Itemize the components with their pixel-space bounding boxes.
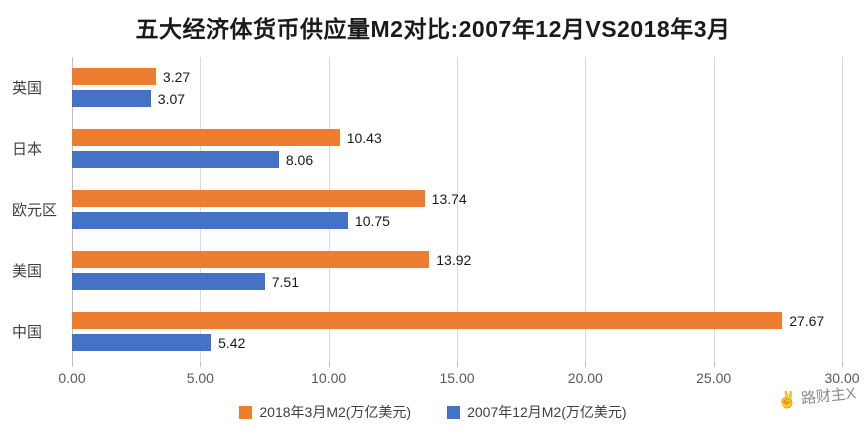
x-axis-tick [842, 362, 843, 367]
bar-line: 7.51 [72, 273, 842, 290]
bar [72, 190, 425, 207]
x-axis-tick-label: 5.00 [186, 370, 214, 386]
bar-line: 5.42 [72, 334, 842, 351]
gridlines [72, 57, 843, 367]
x-axis-tick-label: 10.00 [311, 370, 347, 386]
data-label: 10.43 [346, 129, 382, 146]
bar [72, 273, 265, 290]
data-label: 10.75 [354, 212, 390, 229]
bar [72, 334, 212, 351]
x-axis-tick-label: 25.00 [696, 370, 732, 386]
data-label: 13.92 [436, 251, 472, 268]
x-axis-tick [585, 362, 587, 367]
x-axis-tick [713, 362, 715, 367]
bar-group: 27.67 5.42 [72, 301, 842, 362]
gridline [585, 57, 587, 362]
bar-line: 13.74 [72, 190, 842, 207]
x-axis-tick-label: 15.00 [439, 370, 475, 386]
chart-title: 五大经济体货币供应量M2对比:2007年12月VS2018年3月 [135, 16, 731, 42]
bar-line: 3.27 [72, 68, 842, 85]
gridline [200, 57, 202, 362]
bar [72, 68, 156, 85]
bar-line: 13.92 [72, 251, 842, 268]
bar [72, 90, 151, 107]
data-label: 3.07 [157, 90, 186, 107]
x-axis-tick-label: 30.00 [824, 370, 860, 386]
gridline [457, 57, 458, 362]
bar-rows: 3.27 3.07 10.43 8.06 13.74 10.75 13.92 7.51 27.6… [72, 57, 842, 362]
x-axis-tick-label: 0.00 [58, 370, 86, 386]
bar-group: 3.27 3.07 [72, 57, 842, 118]
category-label: 中国 [12, 324, 43, 341]
bar-group: 13.92 7.51 [72, 240, 842, 301]
victory-hand-icon: ✌ [776, 390, 799, 410]
data-label: 13.74 [431, 190, 467, 207]
data-label: 3.27 [162, 68, 191, 85]
bar-group: 13.74 10.75 [72, 179, 842, 240]
category-label: 欧元区 [12, 202, 58, 219]
legend-label: 2018年3月M2(万亿美元) [259, 404, 412, 420]
y-axis-category-labels: 英国日本欧元区美国中国 [12, 57, 68, 362]
legend-swatch [447, 405, 461, 419]
bar [72, 312, 783, 329]
category-label: 美国 [12, 263, 43, 280]
x-axis: 0.00 5.00 10.00 15.00 20.00 25.00 30.00 [58, 370, 859, 388]
y-axis-line [72, 57, 73, 362]
data-label: 27.67 [789, 312, 825, 329]
data-label: 7.51 [271, 273, 299, 290]
bar-line: 10.43 [72, 129, 842, 146]
legend-item: 2018年3月M2(万亿美元) [239, 402, 411, 422]
data-label: 8.06 [285, 151, 314, 168]
category-label: 日本 [12, 141, 43, 158]
x-axis-tick [328, 362, 330, 367]
bar-line: 27.67 [72, 312, 842, 329]
legend: 2018年3月M2(万亿美元) 2007年12月M2(万亿美元) [0, 402, 866, 422]
category-label: 英国 [12, 80, 43, 97]
gridline [328, 57, 330, 362]
legend-swatch [239, 405, 253, 419]
x-axis-tick-label: 20.00 [567, 370, 603, 386]
gridline [842, 57, 843, 362]
data-label: 5.42 [218, 334, 246, 351]
x-axis-tick [200, 362, 202, 367]
bar [72, 251, 430, 268]
bar [72, 151, 279, 168]
plot-area: 3.27 3.07 10.43 8.06 13.74 10.75 13.92 7.51 27.6… [72, 57, 843, 367]
bar [72, 129, 340, 146]
x-axis-tick [457, 362, 458, 367]
bar-group: 10.43 8.06 [72, 118, 842, 179]
gridline [713, 57, 715, 362]
bar [72, 212, 348, 229]
bar-line: 8.06 [72, 151, 842, 168]
bar-line: 10.75 [72, 212, 842, 229]
legend-item: 2007年12月M2(万亿美元) [447, 402, 627, 422]
legend-label: 2007年12月M2(万亿美元) [467, 404, 627, 420]
bar-line: 3.07 [72, 90, 842, 107]
x-axis-tick [72, 362, 73, 367]
